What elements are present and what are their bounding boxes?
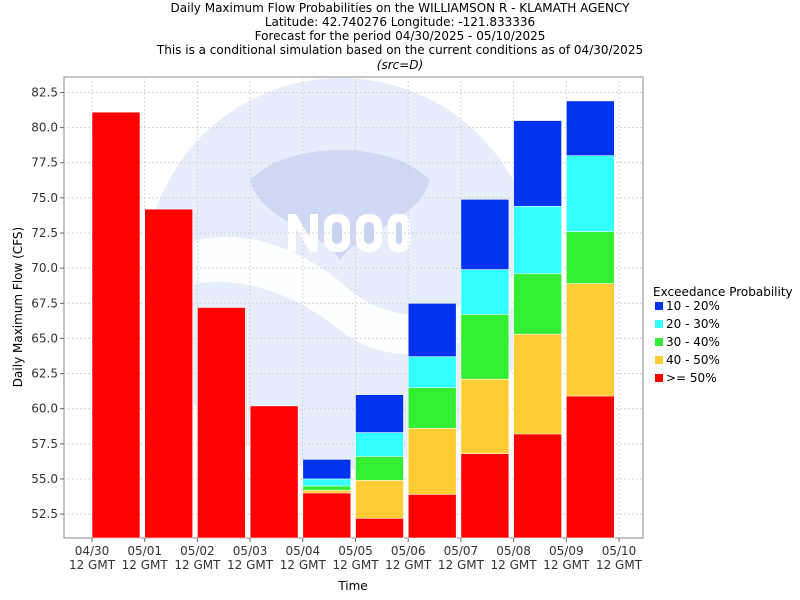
bar-04-30-ge50 [91,111,141,539]
x-tick-sublabel-7: 12 GMT [438,558,485,572]
legend-swatch-2 [655,338,663,346]
x-tick-sublabel-9: 12 GMT [543,558,590,572]
y-tick-label-11: 80.0 [31,121,58,135]
x-tick-label-2: 05/02 [180,544,215,558]
legend-label-4: >= 50% [666,371,717,385]
x-tick-sublabel-10: 12 GMT [596,558,643,572]
legend-label-0: 10 - 20% [666,299,720,313]
legend-swatch-4 [655,374,663,382]
y-tick-label-2: 57.5 [31,437,58,451]
x-tick-label-1: 05/01 [127,544,162,558]
title-line-1: Daily Maximum Flow Probabilities on the … [171,1,631,15]
x-tick-sublabel-6: 12 GMT [385,558,432,572]
x-tick-sublabel-2: 12 GMT [174,558,221,572]
legend-swatch-1 [655,320,663,328]
y-tick-label-9: 75.0 [31,191,58,205]
bar-05-03-ge50 [249,405,299,539]
y-tick-label-7: 70.0 [31,261,58,275]
x-tick-label-0: 04/30 [75,544,110,558]
bar-05-02-ge50 [197,307,246,539]
bar-05-04-ge50 [302,492,352,539]
x-tick-label-6: 05/06 [391,544,426,558]
title-line-3: Forecast for the period 04/30/2025 - 05/… [255,29,546,43]
y-tick-label-3: 60.0 [31,402,58,416]
y-tick-label-0: 52.5 [31,507,58,521]
title-line-2: Latitude: 42.740276 Longitude: -121.8333… [265,15,535,29]
y-tick-label-8: 72.5 [31,226,58,240]
bars [91,100,615,539]
x-tick-label-7: 05/07 [444,544,479,558]
legend: Exceedance Probability 10 - 20% 20 - 30% 3… [653,285,793,385]
bar-05-06-ge50 [407,494,457,539]
title-line-4: This is a conditional simulation based o… [156,43,643,57]
bar-05-09-ge50 [565,395,615,539]
legend-title: Exceedance Probability [653,285,793,299]
bar-05-08-ge50 [513,433,562,539]
y-tick-label-6: 67.5 [31,296,58,310]
x-tick-sublabel-4: 12 GMT [280,558,327,572]
x-axis-label: Time [337,579,367,593]
legend-label-1: 20 - 30% [666,317,720,331]
y-axis-label: Daily Maximum Flow (CFS) [11,227,25,387]
x-tick-label-10: 05/10 [602,544,637,558]
x-tick-sublabel-1: 12 GMT [122,558,169,572]
legend-label-3: 40 - 50% [666,353,720,367]
bar-05-05-ge50 [355,518,404,539]
chart-subtitle: (src=D) [377,58,423,72]
x-tick-label-8: 05/08 [496,544,531,558]
y-tick-label-4: 62.5 [31,367,58,381]
y-tick-label-5: 65.0 [31,331,58,345]
x-tick-label-5: 05/05 [338,544,373,558]
y-axis: 52.5 55.0 57.5 60.0 62.5 65.0 67.5 70.0 72.5 75.0… [31,85,64,521]
x-tick-sublabel-8: 12 GMT [491,558,538,572]
legend-swatch-0 [655,302,663,310]
x-tick-label-9: 05/09 [549,544,584,558]
y-tick-label-10: 77.5 [31,156,58,170]
x-tick-label-4: 05/04 [286,544,321,558]
chart-title: Daily Maximum Flow Probabilities on the … [156,1,643,72]
bar-05-07-ge50 [460,453,510,539]
x-tick-sublabel-0: 12 GMT [69,558,116,572]
x-tick-label-3: 05/03 [233,544,268,558]
y-tick-label-12: 82.5 [31,85,58,99]
legend-swatch-3 [655,356,663,364]
x-tick-sublabel-5: 12 GMT [332,558,379,572]
y-tick-label-1: 55.0 [31,472,58,486]
x-tick-sublabel-3: 12 GMT [227,558,274,572]
bar-05-01-ge50 [144,208,193,539]
legend-label-2: 30 - 40% [666,335,720,349]
